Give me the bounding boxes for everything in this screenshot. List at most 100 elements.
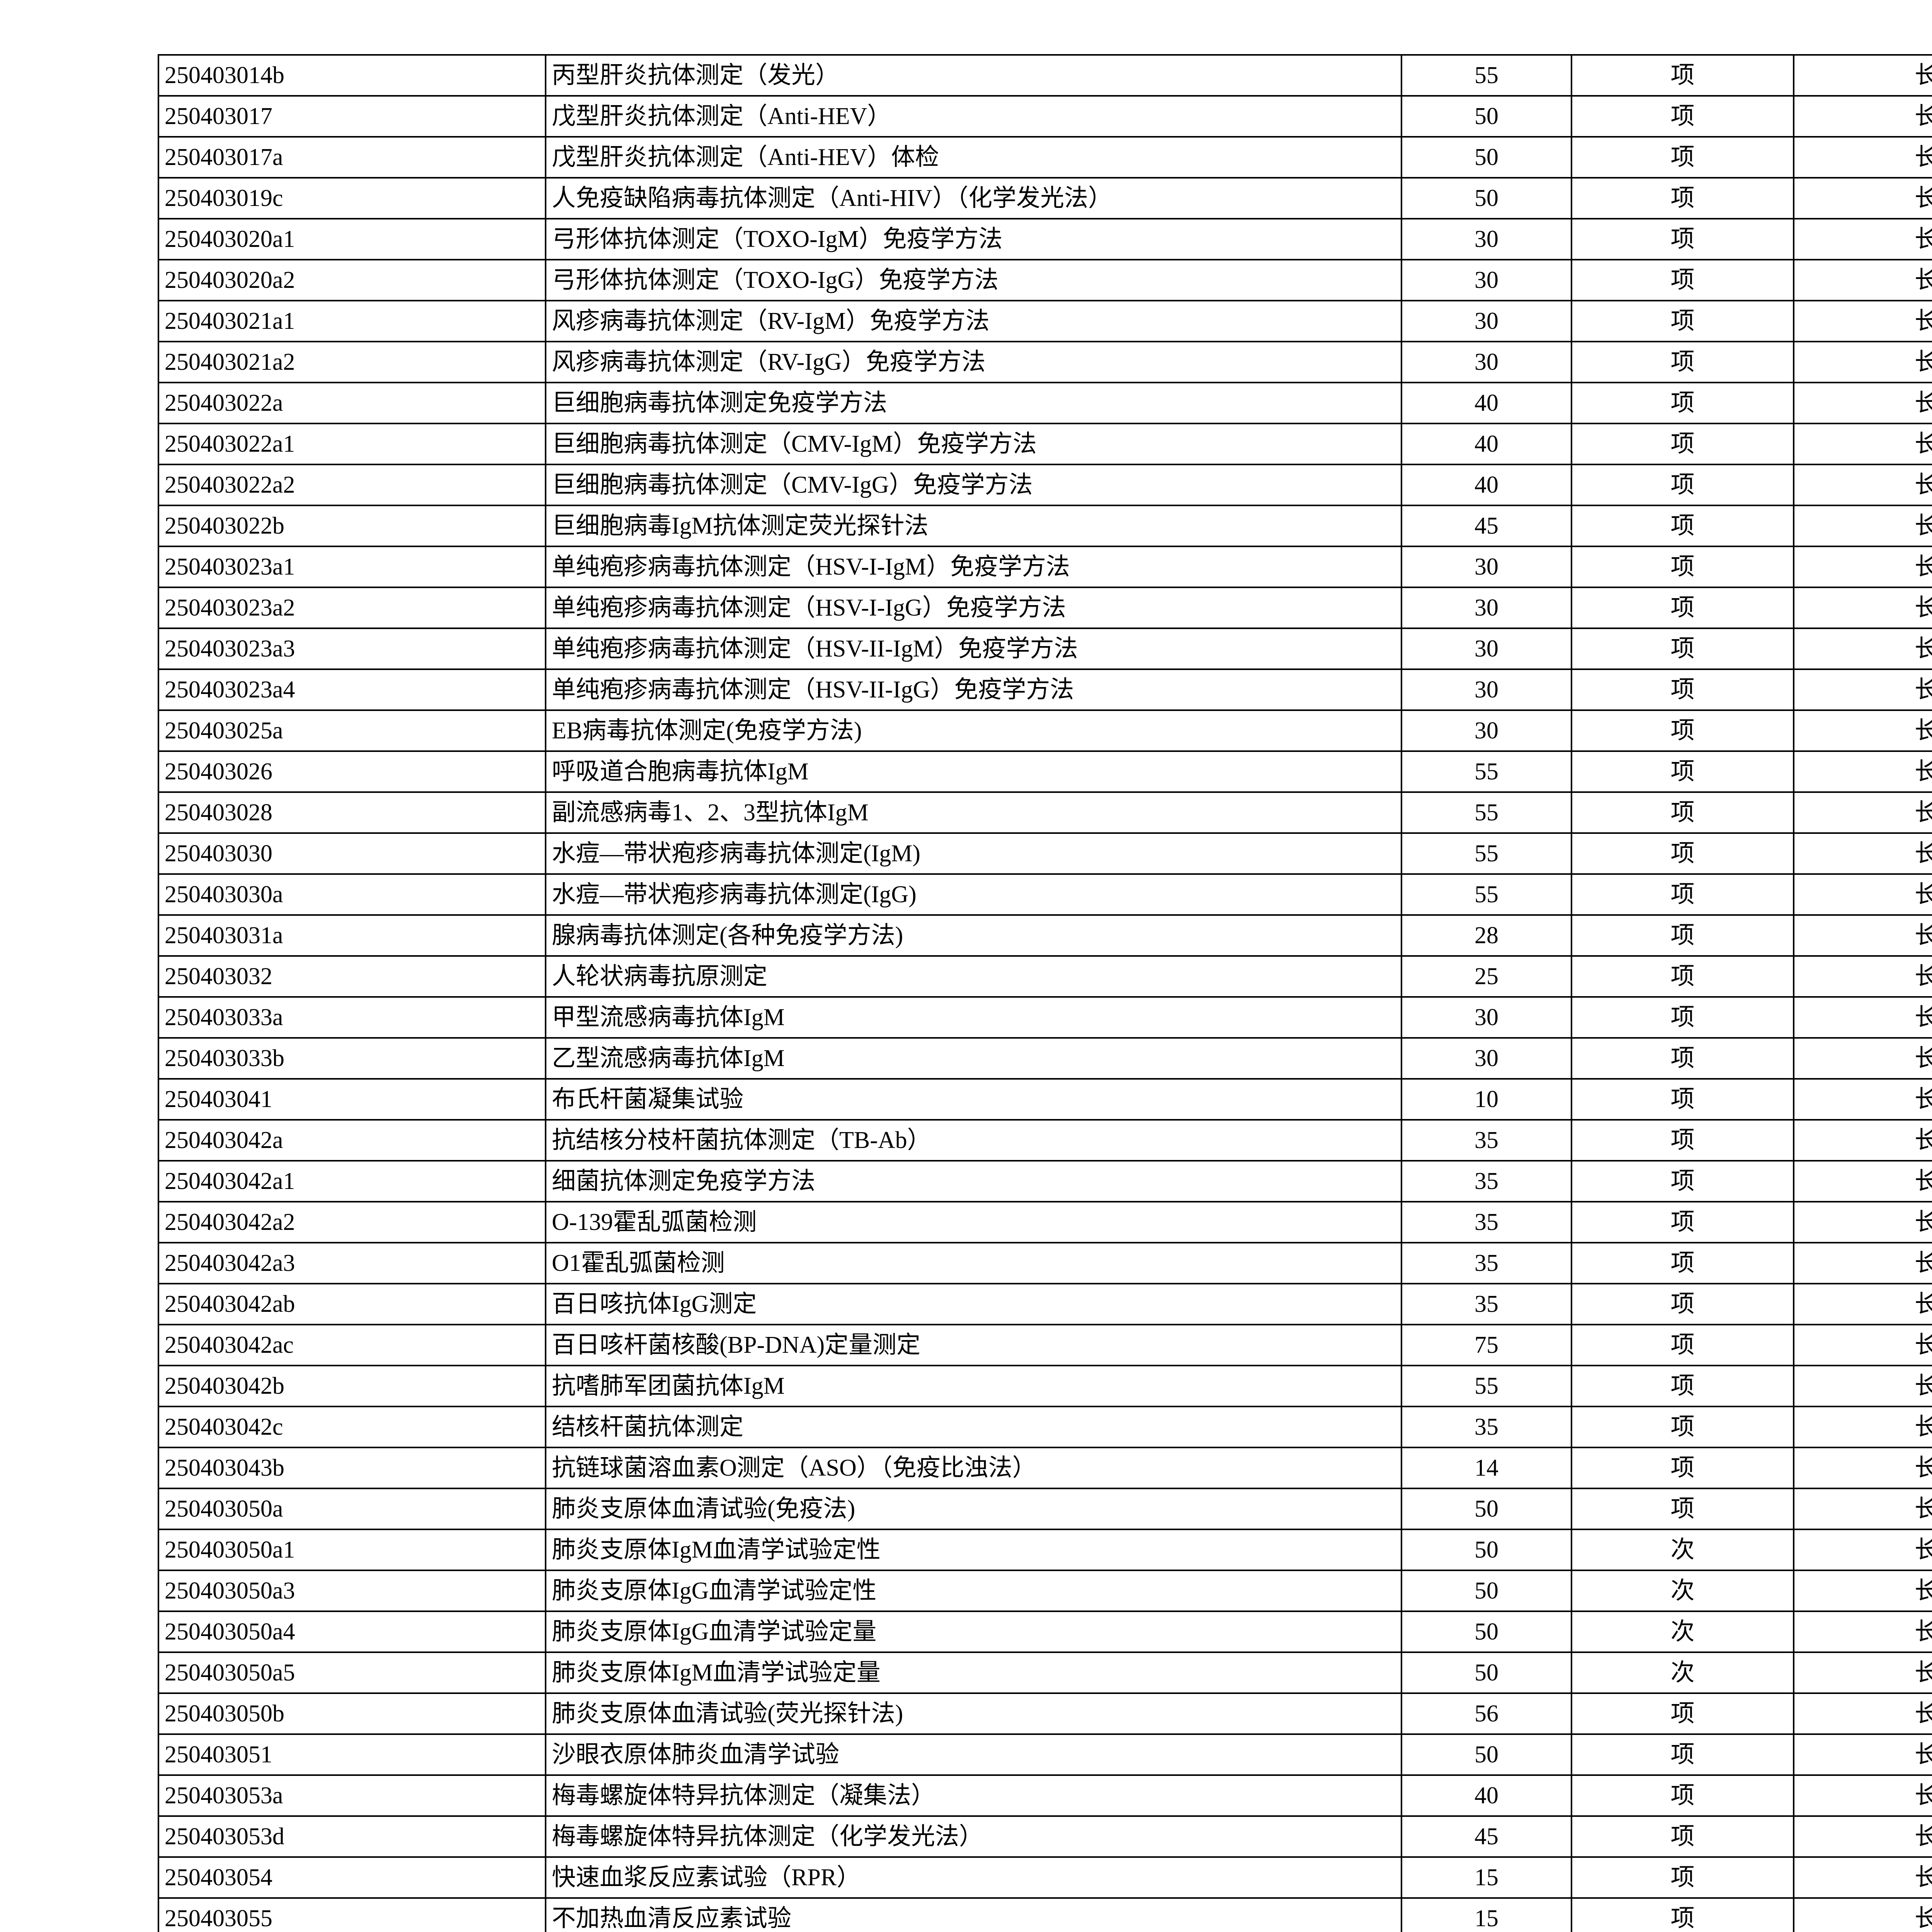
cell-code: 250403050a1 xyxy=(158,1529,546,1571)
cell-unit: 项 xyxy=(1571,628,1794,670)
cell-price: 10 xyxy=(1401,1078,1572,1121)
cell-duration: 长期 xyxy=(1793,1242,1932,1284)
cell-price: 35 xyxy=(1401,1406,1572,1448)
cell-duration: 长期 xyxy=(1793,1488,1932,1530)
cell-duration: 长期 xyxy=(1793,1447,1932,1489)
cell-duration: 长期 xyxy=(1793,464,1932,506)
cell-code: 250403042a3 xyxy=(158,1242,546,1284)
table-row: 250403050a5肺炎支原体IgM血清学试验定量50次长期 xyxy=(158,1651,1932,1694)
cell-name: 呼吸道合胞病毒抗体IgM xyxy=(545,750,1402,793)
cell-unit: 项 xyxy=(1571,1733,1794,1776)
cell-unit: 项 xyxy=(1571,423,1794,465)
cell-duration: 长期 xyxy=(1793,628,1932,670)
cell-duration: 长期 xyxy=(1793,709,1932,752)
table-row: 250403022b巨细胞病毒IgM抗体测定荧光探针法45项长期 xyxy=(158,505,1932,547)
cell-price: 35 xyxy=(1401,1201,1572,1243)
cell-name: 风疹病毒抗体测定（RV-IgG）免疫学方法 xyxy=(545,341,1402,383)
cell-price: 40 xyxy=(1401,464,1572,506)
cell-duration: 长期 xyxy=(1793,1856,1932,1899)
cell-code: 250403033a xyxy=(158,996,546,1039)
cell-code: 250403051 xyxy=(158,1733,546,1776)
cell-price: 50 xyxy=(1401,1529,1572,1571)
cell-code: 250403042b xyxy=(158,1365,546,1407)
cell-price: 30 xyxy=(1401,996,1572,1039)
cell-duration: 长期 xyxy=(1793,341,1932,383)
cell-unit: 次 xyxy=(1571,1529,1794,1571)
cell-unit: 项 xyxy=(1571,1201,1794,1243)
cell-code: 250403021a1 xyxy=(158,300,546,342)
cell-code: 250403030a xyxy=(158,873,546,916)
cell-duration: 长期 xyxy=(1793,1529,1932,1571)
cell-name: 单纯疱疹病毒抗体测定（HSV-II-IgM）免疫学方法 xyxy=(545,628,1402,670)
cell-duration: 长期 xyxy=(1793,914,1932,957)
cell-name: 水痘—带状疱疹病毒抗体测定(IgM) xyxy=(545,832,1402,875)
cell-name: 巨细胞病毒抗体测定（CMV-IgG）免疫学方法 xyxy=(545,464,1402,506)
cell-code: 250403014b xyxy=(158,54,546,97)
cell-unit: 项 xyxy=(1571,1692,1794,1735)
cell-code: 250403043b xyxy=(158,1447,546,1489)
cell-code: 250403042ac xyxy=(158,1324,546,1366)
cell-code: 250403022a2 xyxy=(158,464,546,506)
cell-price: 40 xyxy=(1401,382,1572,424)
table-row: 250403023a4 单纯疱疹病毒抗体测定（HSV-II-IgG）免疫学方法 30… xyxy=(158,668,1932,711)
table-row: 250403055不加热血清反应素试验15项长期 xyxy=(158,1897,1932,1932)
cell-code: 250403023a3 xyxy=(158,628,546,670)
cell-duration: 长期 xyxy=(1793,791,1932,834)
cell-name: 肺炎支原体IgG血清学试验定性 xyxy=(545,1570,1402,1612)
cell-name: O-139霍乱弧菌检测 xyxy=(545,1201,1402,1243)
cell-duration: 长期 xyxy=(1793,95,1932,138)
cell-duration: 长期 xyxy=(1793,1733,1932,1776)
cell-price: 30 xyxy=(1401,259,1572,301)
cell-name: 巨细胞病毒抗体测定（CMV-IgM）免疫学方法 xyxy=(545,423,1402,465)
cell-duration: 长期 xyxy=(1793,750,1932,793)
cell-price: 35 xyxy=(1401,1119,1572,1162)
cell-duration: 长期 xyxy=(1793,259,1932,301)
cell-price: 30 xyxy=(1401,341,1572,383)
cell-price: 30 xyxy=(1401,709,1572,752)
cell-name: 巨细胞病毒IgM抗体测定荧光探针法 xyxy=(545,505,1402,547)
cell-name: 抗结核分枝杆菌抗体测定（TB-Ab） xyxy=(545,1119,1402,1162)
cell-code: 250403019c xyxy=(158,177,546,219)
cell-unit: 项 xyxy=(1571,95,1794,138)
cell-unit: 项 xyxy=(1571,873,1794,916)
cell-unit: 项 xyxy=(1571,1078,1794,1121)
cell-price: 55 xyxy=(1401,750,1572,793)
cell-code: 250403017 xyxy=(158,95,546,138)
cell-duration: 长期 xyxy=(1793,382,1932,424)
cell-price: 45 xyxy=(1401,1815,1572,1858)
cell-name: 梅毒螺旋体特异抗体测定（化学发光法） xyxy=(545,1815,1402,1858)
table-row: 250403033a甲型流感病毒抗体IgM30项长期 xyxy=(158,996,1932,1039)
cell-unit: 项 xyxy=(1571,382,1794,424)
cell-duration: 长期 xyxy=(1793,177,1932,219)
cell-duration: 长期 xyxy=(1793,1160,1932,1202)
medical-price-table: 250403014b丙型肝炎抗体测定（发光）55项长期250403017戊型肝炎… xyxy=(158,54,1932,1932)
cell-code: 250403042a2 xyxy=(158,1201,546,1243)
cell-unit: 项 xyxy=(1571,1365,1794,1407)
cell-price: 30 xyxy=(1401,546,1572,588)
cell-unit: 项 xyxy=(1571,1406,1794,1448)
cell-name: 百日咳抗体IgG测定 xyxy=(545,1283,1402,1325)
cell-price: 50 xyxy=(1401,136,1572,179)
cell-duration: 长期 xyxy=(1793,587,1932,629)
cell-duration: 长期 xyxy=(1793,1651,1932,1694)
cell-unit: 项 xyxy=(1571,996,1794,1039)
table-row: 250403050a3肺炎支原体IgG血清学试验定性50次长期 xyxy=(158,1570,1932,1612)
cell-name: 抗嗜肺军团菌抗体IgM xyxy=(545,1365,1402,1407)
cell-duration: 长期 xyxy=(1793,1406,1932,1448)
table-row: 250403042a3O1霍乱弧菌检测35项长期 xyxy=(158,1242,1932,1284)
cell-name: 弓形体抗体测定（TOXO-IgM）免疫学方法 xyxy=(545,218,1402,260)
cell-unit: 项 xyxy=(1571,1815,1794,1858)
table-body: 250403014b丙型肝炎抗体测定（发光）55项长期250403017戊型肝炎… xyxy=(158,54,1932,1932)
cell-code: 250403025a xyxy=(158,709,546,752)
